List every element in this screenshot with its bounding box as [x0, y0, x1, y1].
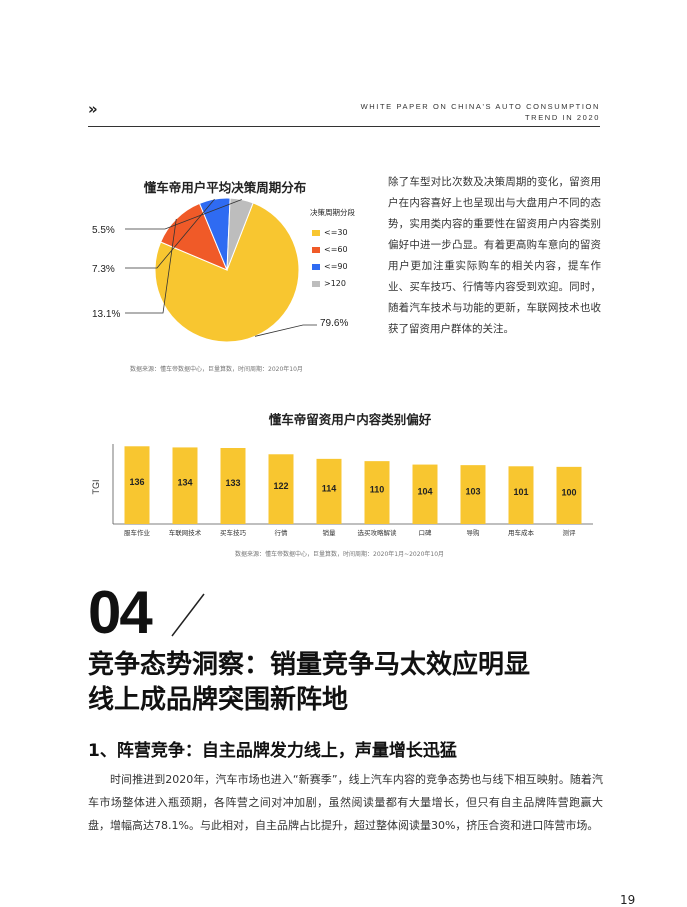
- bar-9: [556, 466, 582, 524]
- bar-chart: TGI 136 服车作业 134 车联网技术 133 买车技巧 122 行情 114 销量 110 选买…: [91, 444, 593, 537]
- bar-category-label-1: 车联网技术: [169, 528, 202, 537]
- page-number: 19: [620, 893, 636, 907]
- pie-legend-item: <=90: [312, 258, 348, 275]
- header-rule: [88, 126, 600, 127]
- section-heading-line-2: 线上成品牌突围新阵地: [88, 685, 349, 715]
- pie-label-0: 79.6%: [320, 318, 348, 329]
- bar-5: [364, 461, 390, 524]
- legend-label: >120: [324, 279, 346, 288]
- bar-category-label-4: 销量: [323, 528, 337, 537]
- body-paragraph: 时间推进到2020年，汽车市场也进入“新赛季”，线上汽车内容的竞争态势也与线下相…: [88, 773, 603, 832]
- bar-value-label-7: 103: [465, 487, 480, 497]
- bar-value-label-6: 104: [417, 486, 432, 496]
- bar-7: [460, 465, 486, 524]
- pie-legend-title: 决策周期分段: [310, 208, 355, 217]
- legend-swatch: [312, 229, 320, 236]
- pie-legend-item: <=60: [312, 241, 348, 258]
- bar-value-label-8: 101: [513, 487, 528, 497]
- pie-leader-line-3: [125, 199, 242, 230]
- pie-label-3: 5.5%: [92, 225, 115, 236]
- section-heading: 竞争态势洞察：销量竞争马太效应明显 线上成品牌突围新阵地: [88, 648, 608, 718]
- pie-slice-0: [154, 202, 300, 343]
- pie-leader-line-2: [125, 198, 215, 269]
- bar-value-label-3: 122: [273, 481, 288, 491]
- legend-label: <=60: [324, 245, 348, 254]
- section-heading-line-1: 竞争态势洞察：销量竞争马太效应明显: [88, 650, 531, 680]
- legend-label: <=90: [324, 262, 348, 271]
- bar-2: [220, 448, 246, 524]
- slash-icon: [171, 593, 205, 637]
- bar-6: [412, 464, 438, 524]
- bar-category-label-7: 导购: [467, 528, 481, 537]
- pie-chart: 79.6% 13.1% 7.3% 5.5%: [92, 197, 348, 343]
- right-paragraph: 除了车型对比次数及决策周期的变化，留资用户在内容喜好上也呈现出与大盘用户不同的态…: [388, 176, 601, 335]
- bar-category-label-0: 服车作业: [124, 528, 151, 537]
- bar-value-label-2: 133: [225, 478, 240, 488]
- pie-legend-item: >120: [312, 275, 348, 292]
- bar-1: [172, 447, 198, 524]
- bar-3: [268, 454, 294, 524]
- bar-category-label-3: 行情: [275, 528, 289, 537]
- bar-category-label-6: 口碑: [419, 528, 433, 537]
- bar-value-label-4: 114: [322, 483, 337, 493]
- pie-chart-title: 懂车帝用户平均决策周期分布: [143, 180, 307, 195]
- bar-4: [316, 458, 342, 524]
- header-line-2: TREND IN 2020: [525, 113, 600, 122]
- bar-value-label-9: 100: [561, 487, 576, 497]
- legend-swatch: [312, 263, 320, 270]
- header-line-1: WHITE PAPER ON CHINA'S AUTO CONSUMPTION: [360, 102, 600, 111]
- pie-legend: <=30 <=60 <=90 >120: [312, 224, 348, 292]
- bar-category-label-2: 买车技巧: [220, 528, 247, 537]
- pie-source-note: 数据来源：懂车帝数据中心，巨量算数，时间周期：2020年10月: [130, 366, 303, 373]
- bar-8: [508, 466, 534, 524]
- pie-legend-item: <=30: [312, 224, 348, 241]
- section-number: 04: [88, 579, 153, 646]
- bar-value-label-0: 136: [129, 477, 144, 487]
- subheading: 1、阵营竞争：自主品牌发力线上，声量增长迅猛: [88, 741, 457, 761]
- bar-value-label-1: 134: [177, 478, 192, 488]
- bar-category-label-5: 选买攻略解读: [358, 528, 398, 537]
- header-arrows-icon: »: [88, 100, 98, 118]
- pie-label-1: 13.1%: [92, 309, 120, 320]
- bar-0: [124, 446, 150, 524]
- legend-label: <=30: [324, 228, 348, 237]
- bar-y-axis-label: TGI: [91, 480, 101, 495]
- pie-leader-line-0: [254, 324, 317, 337]
- bar-category-label-9: 测评: [563, 529, 577, 537]
- pie-label-2: 7.3%: [92, 264, 115, 275]
- legend-swatch: [312, 246, 320, 253]
- pie-slice-3: [226, 197, 254, 271]
- bar-chart-title: 懂车帝留资用户内容类别偏好: [268, 412, 432, 427]
- bar-value-label-5: 110: [370, 485, 385, 495]
- header-title: WHITE PAPER ON CHINA'S AUTO CONSUMPTION …: [361, 101, 600, 123]
- bar-source-note: 数据来源：懂车帝数据中心，巨量算数，时间周期：2020年1月~2020年10月: [235, 551, 445, 558]
- legend-swatch: [312, 280, 320, 287]
- bar-category-label-8: 用车成本: [508, 528, 535, 537]
